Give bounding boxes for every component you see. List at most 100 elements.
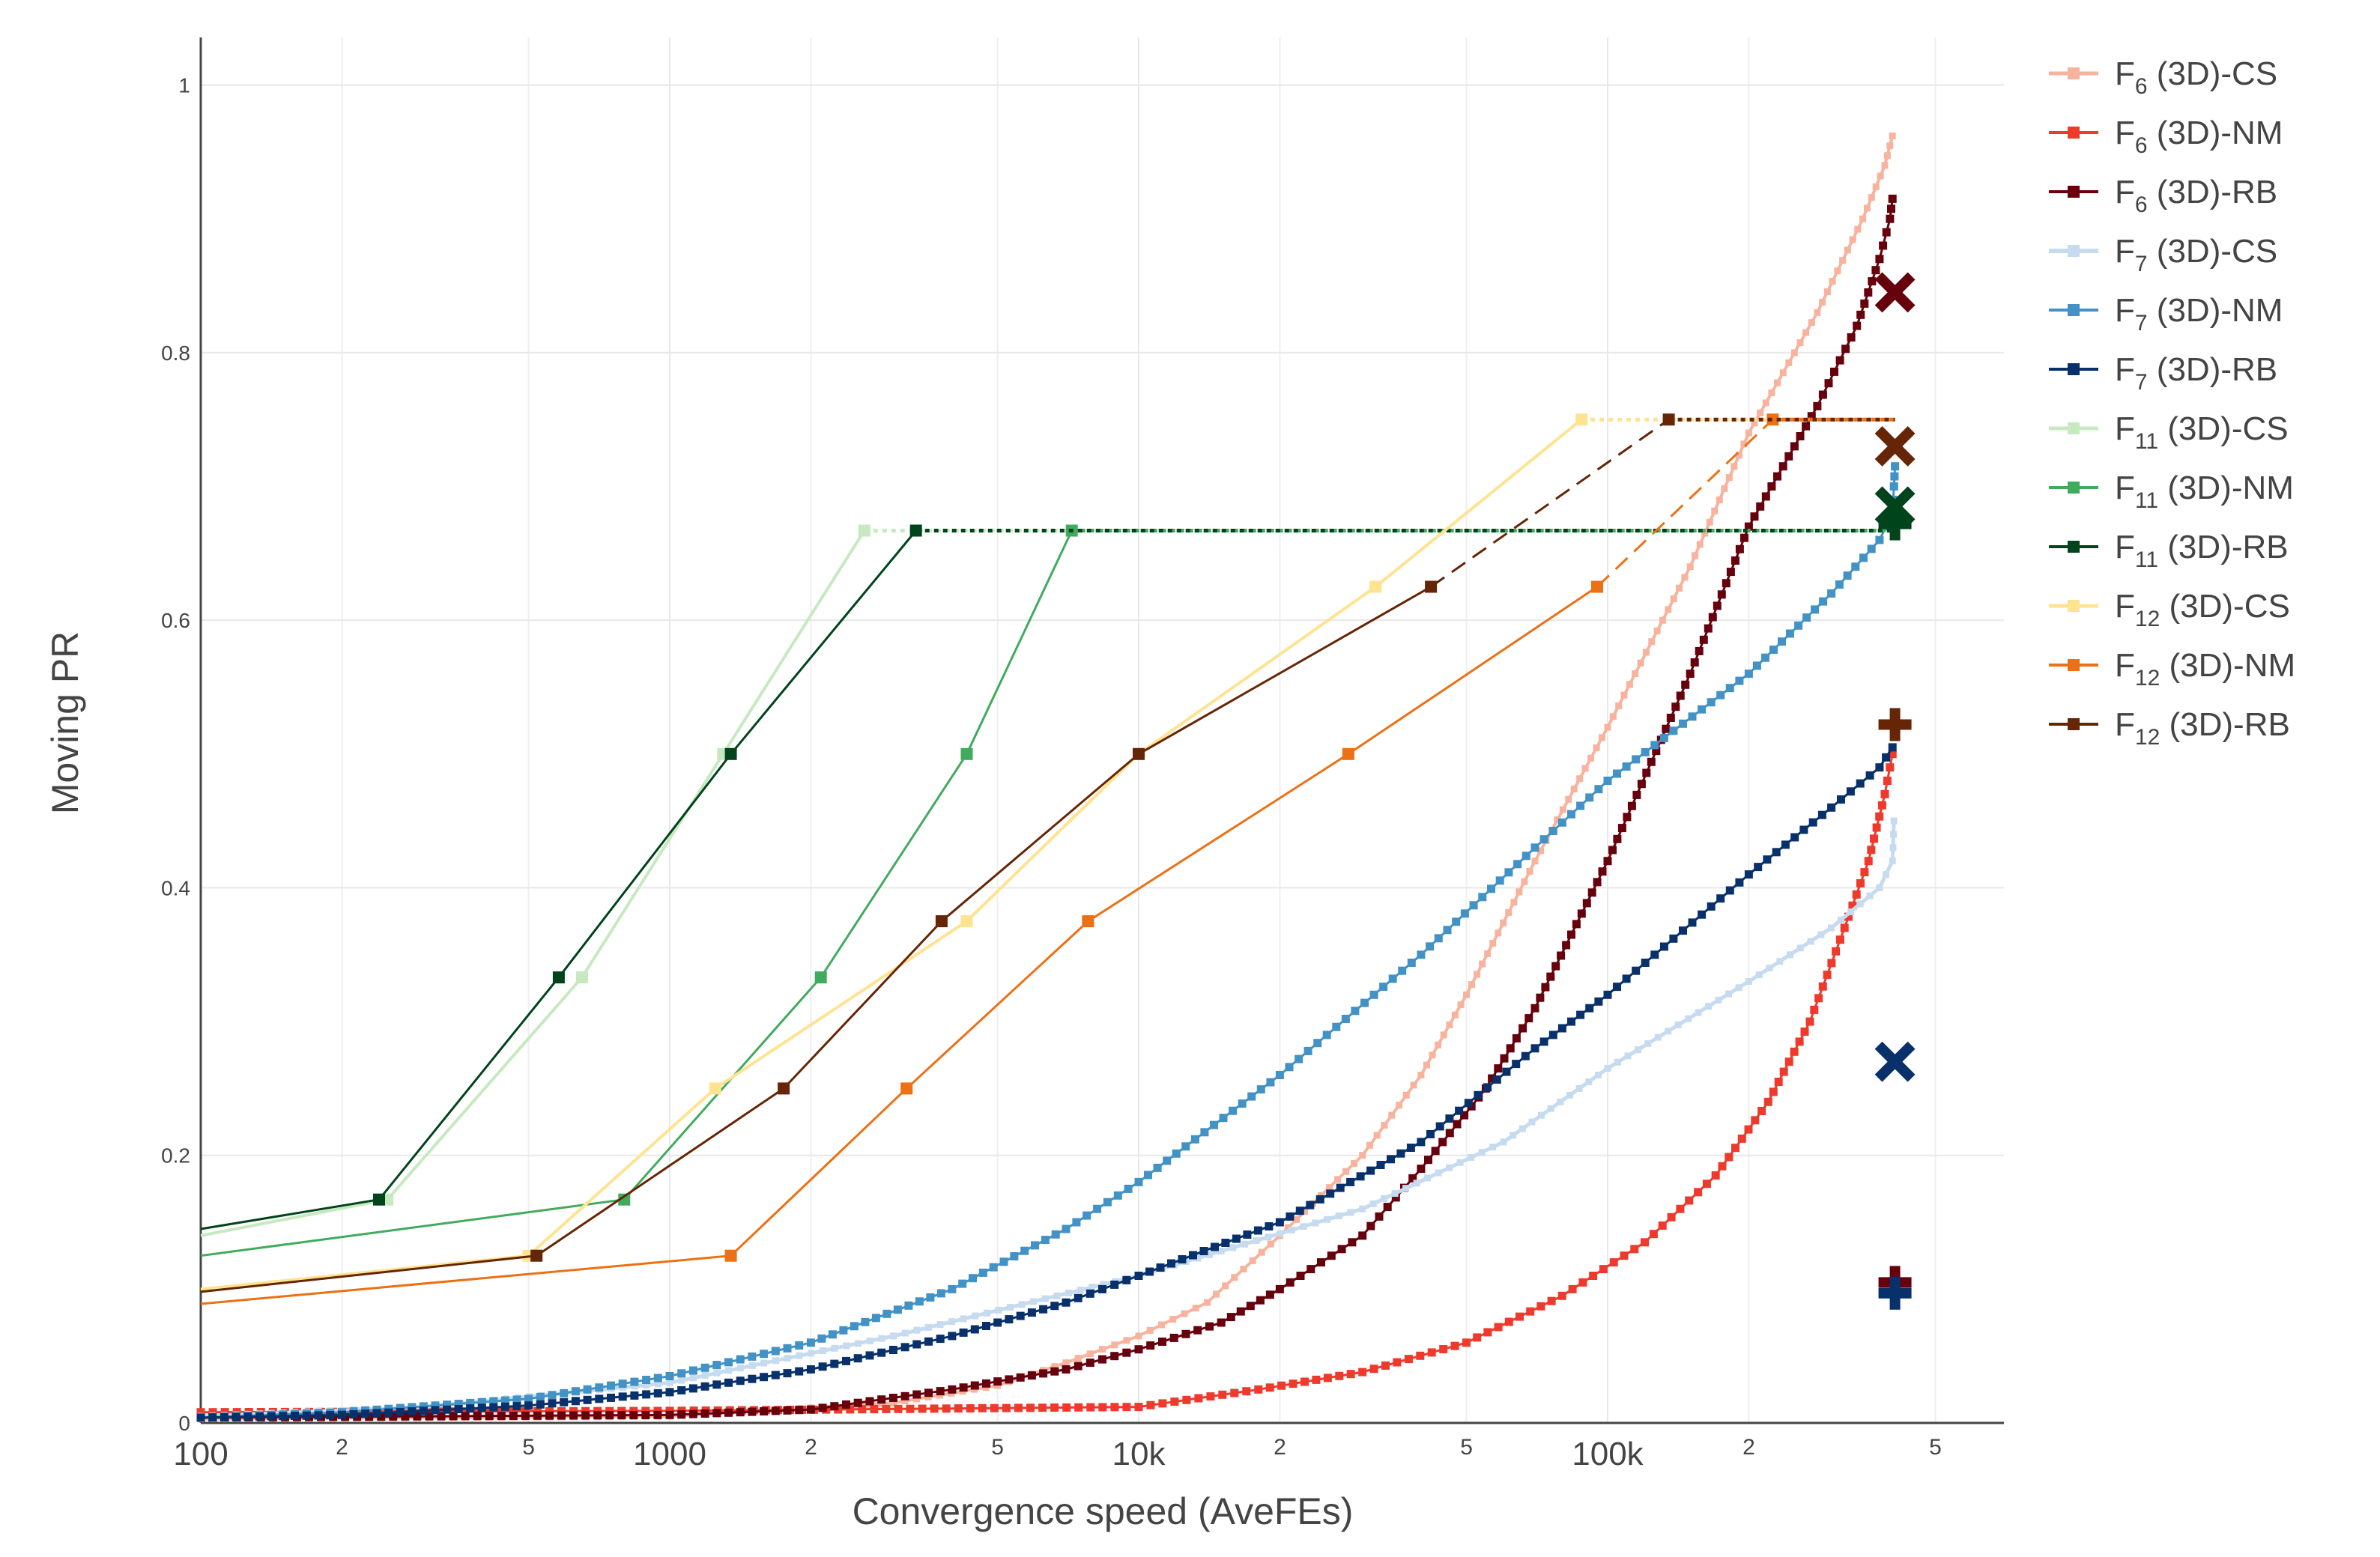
data-point	[1296, 1272, 1305, 1280]
data-point	[1665, 606, 1672, 613]
data-point	[291, 1412, 300, 1420]
data-point	[377, 1412, 386, 1421]
data-point	[1539, 1037, 1548, 1046]
data-point	[1856, 779, 1865, 788]
data-point	[1434, 934, 1443, 943]
data-point	[1417, 1165, 1426, 1174]
legend-item[interactable]: F6 (3D)-CS	[2049, 55, 2277, 99]
data-point	[1817, 810, 1826, 819]
data-point	[882, 1309, 891, 1318]
data-point	[1463, 991, 1470, 998]
data-point	[960, 915, 973, 928]
data-point	[1369, 1200, 1377, 1207]
legend-item[interactable]: F7 (3D)-NM	[2049, 292, 2283, 336]
data-point	[1632, 966, 1641, 975]
data-point	[1453, 1120, 1462, 1129]
data-point	[1772, 848, 1781, 857]
data-point	[713, 1369, 721, 1377]
data-point	[700, 1382, 709, 1391]
data-point	[1731, 556, 1739, 565]
legend-item[interactable]: F6 (3D)-RB	[2049, 174, 2277, 217]
data-point	[595, 1394, 604, 1403]
data-point	[1593, 744, 1600, 752]
data-point	[1346, 1370, 1355, 1379]
data-point	[771, 1406, 780, 1415]
data-point	[1859, 215, 1867, 222]
data-point	[1026, 1403, 1035, 1412]
data-point	[1718, 1162, 1727, 1171]
data-point	[1288, 1226, 1295, 1233]
data-point	[1500, 1054, 1509, 1063]
data-point	[1205, 1322, 1214, 1331]
grid-lines	[200, 37, 2004, 1423]
data-point	[1875, 812, 1884, 821]
data-point	[1351, 1159, 1358, 1167]
data-point	[1827, 959, 1836, 968]
data-point	[1585, 793, 1594, 802]
data-point	[665, 1372, 674, 1380]
data-point	[1518, 1125, 1526, 1132]
data-point	[1800, 1028, 1809, 1036]
data-point	[1341, 1015, 1350, 1023]
legend[interactable]: F6 (3D)-CS F6 (3D)-NM F6 (3D)-RB F7 (3D)-CS…	[2049, 55, 2295, 750]
data-point	[1110, 1280, 1119, 1289]
data-point	[1240, 1266, 1247, 1273]
data-point	[1086, 1403, 1095, 1412]
data-point	[1840, 923, 1849, 932]
data-point	[1500, 1138, 1507, 1146]
data-point	[1790, 1047, 1799, 1056]
data-point	[1266, 1078, 1275, 1087]
data-point	[1620, 691, 1628, 699]
legend-item[interactable]: F11 (3D)-NM	[2049, 470, 2294, 513]
data-point	[1752, 661, 1761, 670]
data-point	[1778, 637, 1786, 646]
plus-symbol-marker	[1878, 1276, 1912, 1310]
series-f7-3d-rb	[196, 743, 1897, 1422]
data-point	[1062, 1298, 1071, 1307]
data-point	[1881, 162, 1889, 169]
data-point	[1018, 1301, 1026, 1308]
data-point	[904, 1301, 913, 1310]
data-point	[909, 524, 922, 537]
data-point	[1888, 194, 1897, 203]
data-point	[678, 1377, 685, 1384]
data-point	[1735, 984, 1742, 992]
data-point	[642, 1390, 651, 1399]
data-point	[1547, 1296, 1556, 1305]
data-point	[1685, 1015, 1692, 1022]
data-point	[972, 1312, 979, 1320]
data-point	[473, 1407, 482, 1416]
data-point	[1452, 917, 1461, 926]
data-point	[1823, 971, 1832, 980]
data-point	[521, 1411, 530, 1420]
data-point	[1243, 1230, 1252, 1239]
data-point	[1217, 1318, 1226, 1327]
data-point	[1763, 855, 1772, 864]
data-point	[1181, 1329, 1190, 1338]
data-point	[1435, 1122, 1444, 1131]
legend-item[interactable]: F12 (3D)-NM	[2049, 647, 2295, 691]
data-point	[1779, 1067, 1788, 1076]
legend-label: F12 (3D)-CS	[2115, 588, 2290, 631]
data-point	[900, 1391, 909, 1400]
legend-item[interactable]: F6 (3D)-NM	[2049, 115, 2283, 158]
data-point	[665, 1410, 674, 1419]
data-point	[1492, 1075, 1501, 1084]
data-point	[806, 1365, 815, 1374]
data-point	[530, 1249, 543, 1262]
data-point	[1375, 1212, 1384, 1221]
legend-item[interactable]: F7 (3D)-RB	[2049, 351, 2277, 395]
legend-item[interactable]: F12 (3D)-CS	[2049, 588, 2290, 631]
data-point	[1819, 298, 1826, 306]
data-point	[571, 1387, 580, 1396]
data-point	[1669, 726, 1678, 735]
data-point	[454, 1400, 463, 1408]
data-point	[631, 1383, 638, 1390]
legend-item[interactable]: F11 (3D)-CS	[2049, 410, 2289, 454]
data-point	[828, 1330, 837, 1339]
data-point	[1814, 994, 1823, 1003]
legend-item[interactable]: F7 (3D)-CS	[2049, 233, 2277, 276]
data-point	[1872, 183, 1880, 190]
legend-item[interactable]: F12 (3D)-RB	[2049, 706, 2290, 750]
legend-item[interactable]: F11 (3D)-RB	[2049, 529, 2289, 572]
